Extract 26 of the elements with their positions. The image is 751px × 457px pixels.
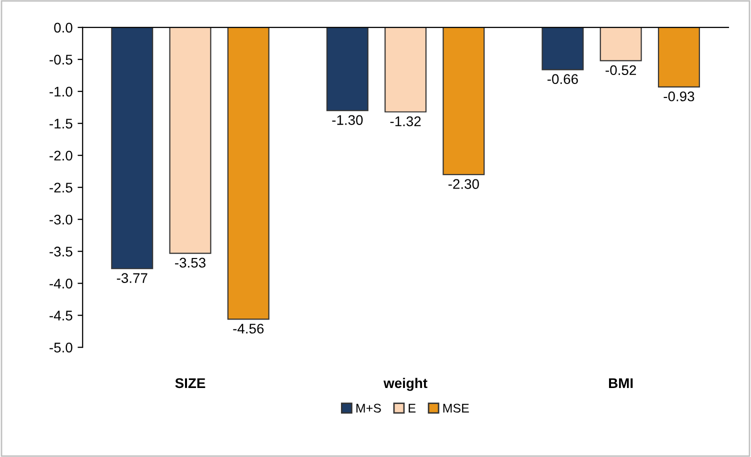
data-label: -0.66 bbox=[547, 74, 578, 84]
y-tick-label: -3.0 bbox=[50, 214, 72, 225]
y-tick-label: -0.5 bbox=[50, 54, 72, 65]
y-tick-label: -1.5 bbox=[50, 118, 72, 129]
legend-label: E bbox=[408, 404, 416, 412]
y-tick-label: 0.0 bbox=[54, 22, 72, 33]
x-tick-label: BMI bbox=[609, 378, 633, 388]
data-label: -3.77 bbox=[116, 273, 148, 283]
data-label: -2.30 bbox=[448, 179, 479, 189]
y-tick-label: -3.5 bbox=[50, 246, 72, 257]
data-label: -3.53 bbox=[175, 258, 206, 268]
y-tick-label: -5.0 bbox=[50, 342, 72, 352]
legend-label: MSE bbox=[443, 404, 469, 413]
y-tick-label: -4.0 bbox=[50, 278, 72, 289]
data-label: -4.56 bbox=[233, 324, 264, 334]
data-label: -0.93 bbox=[664, 91, 694, 102]
data-label: -1.32 bbox=[390, 116, 421, 126]
data-label: -0.52 bbox=[606, 65, 636, 76]
y-tick-label: -4.5 bbox=[50, 310, 72, 320]
y-tick-label: -1.0 bbox=[50, 86, 72, 97]
x-tick-label: SIZE bbox=[175, 378, 206, 388]
data-label: -1.30 bbox=[332, 115, 363, 125]
y-tick-label: -2.5 bbox=[50, 182, 72, 193]
x-tick-label: weight bbox=[384, 378, 428, 391]
y-tick-label: -2.0 bbox=[50, 150, 72, 161]
legend-label: M+S bbox=[356, 404, 381, 413]
